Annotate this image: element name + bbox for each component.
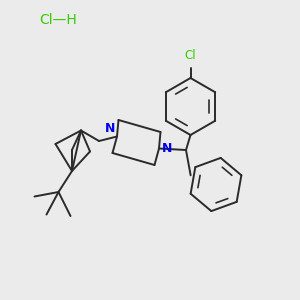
Text: Cl: Cl [185, 50, 196, 62]
Text: Cl—H: Cl—H [39, 13, 77, 26]
Text: N: N [161, 142, 172, 155]
Text: N: N [105, 122, 116, 135]
